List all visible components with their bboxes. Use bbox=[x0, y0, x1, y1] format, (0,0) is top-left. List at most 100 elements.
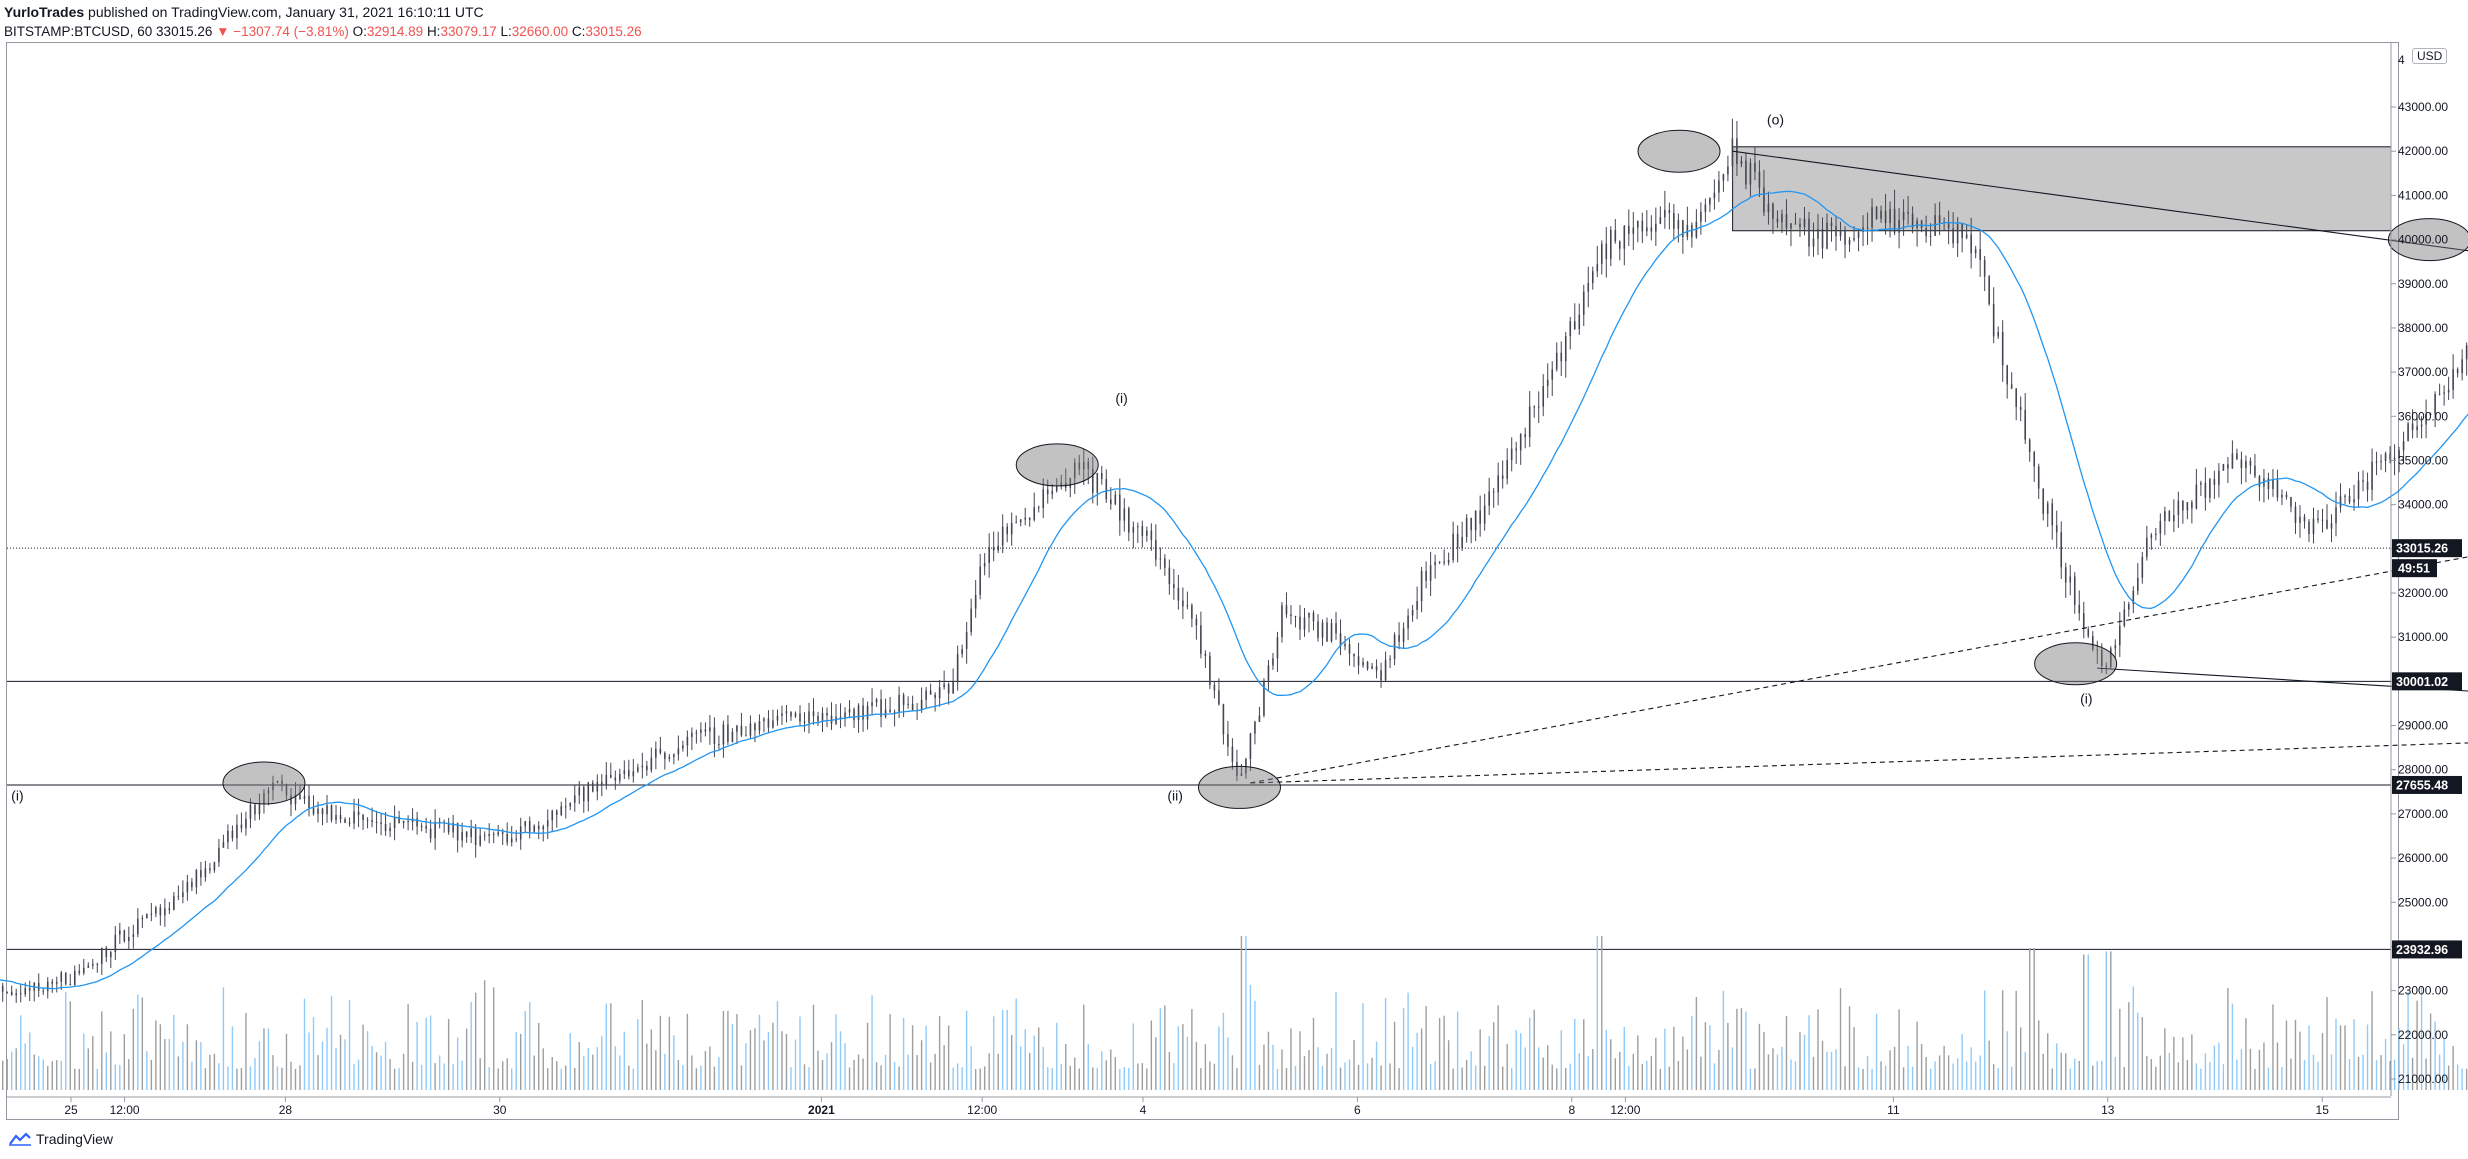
volume-bar bbox=[1461, 1067, 1463, 1090]
volume-bar bbox=[686, 1013, 689, 1090]
volume-bar bbox=[321, 1041, 324, 1090]
y-tick-label: 34000.00 bbox=[2398, 498, 2448, 512]
candle-body bbox=[1718, 180, 1720, 193]
volume-bar bbox=[2006, 1031, 2008, 1090]
candle-body bbox=[1456, 533, 1459, 548]
candle-body bbox=[754, 723, 756, 731]
volume-bar bbox=[677, 1059, 680, 1090]
tradingview-footer[interactable]: TradingView bbox=[8, 1131, 113, 1147]
candle-body bbox=[1596, 264, 1599, 272]
volume-bar bbox=[1384, 998, 1387, 1090]
volume-bar bbox=[294, 1068, 297, 1090]
candle-body bbox=[1866, 227, 1869, 229]
candle-body bbox=[641, 765, 644, 768]
volume-bar bbox=[2380, 1055, 2382, 1090]
candle-body bbox=[299, 794, 301, 800]
volume-bar bbox=[1456, 1011, 1459, 1090]
candle-body bbox=[2335, 507, 2337, 524]
volume-bar bbox=[2236, 1059, 2238, 1090]
volume-bar bbox=[1565, 1067, 1567, 1090]
volume-bar bbox=[1749, 1068, 1752, 1090]
candle-body bbox=[380, 822, 382, 825]
candle-body bbox=[1299, 616, 1301, 630]
author-name[interactable]: YurloTrades bbox=[4, 4, 85, 20]
candle-body bbox=[582, 787, 585, 802]
volume-bar bbox=[375, 1052, 378, 1090]
volume-bar bbox=[1438, 1018, 1441, 1090]
candle-body bbox=[15, 993, 18, 996]
volume-bar bbox=[1294, 1065, 1297, 1090]
candle-body bbox=[2326, 519, 2328, 529]
volume-bar bbox=[1380, 1065, 1382, 1090]
volume-bar bbox=[781, 1031, 783, 1090]
candle-body bbox=[821, 712, 824, 722]
candle-body bbox=[659, 748, 662, 753]
candle-body bbox=[591, 782, 594, 792]
volume-bar bbox=[168, 1038, 171, 1090]
volume-bar bbox=[853, 1059, 855, 1090]
candle-body bbox=[1758, 171, 1761, 188]
candle-body bbox=[655, 748, 657, 758]
candle-body bbox=[587, 782, 590, 802]
candle-body bbox=[763, 718, 765, 722]
candle-body bbox=[1362, 662, 1364, 666]
volume-bar bbox=[1353, 1039, 1355, 1090]
candle-body bbox=[1254, 721, 1256, 734]
volume-bar bbox=[87, 1048, 89, 1090]
volume-bar bbox=[2204, 1053, 2207, 1090]
candle-body bbox=[249, 804, 252, 819]
candle-body bbox=[1871, 207, 1873, 228]
volume-bar bbox=[137, 994, 139, 1090]
volume-bar bbox=[880, 1065, 882, 1090]
volume-bar bbox=[2389, 1060, 2391, 1090]
candle-body bbox=[1123, 508, 1126, 521]
candle-body bbox=[2240, 459, 2243, 468]
candle-body bbox=[1992, 304, 1995, 337]
candle-body bbox=[992, 547, 995, 551]
candle-body bbox=[1272, 658, 1274, 666]
chart-frame[interactable] bbox=[6, 42, 2399, 1120]
candle-body bbox=[1222, 704, 1225, 735]
volume-bar bbox=[308, 1032, 310, 1090]
volume-bar bbox=[2033, 948, 2035, 1090]
highlight-ellipse bbox=[222, 761, 306, 805]
candle-body bbox=[353, 811, 355, 824]
volume-bar bbox=[2384, 1038, 2387, 1090]
volume-bar bbox=[511, 1068, 513, 1090]
volume-bar bbox=[1159, 1008, 1162, 1090]
candle-body bbox=[1398, 634, 1400, 642]
volume-bar bbox=[1790, 1059, 1792, 1090]
volume-bar bbox=[2101, 1060, 2103, 1090]
volume-bar bbox=[461, 1060, 463, 1090]
volume-bar bbox=[182, 1041, 184, 1090]
candle-body bbox=[1997, 332, 1999, 337]
volume-bar bbox=[826, 1053, 828, 1090]
volume-bar bbox=[817, 1050, 819, 1090]
volume-bar bbox=[1704, 1022, 1707, 1090]
candle-body bbox=[853, 709, 855, 721]
volume-bar bbox=[1835, 1049, 1837, 1090]
volume-bar bbox=[691, 1055, 693, 1090]
candle-body bbox=[375, 822, 378, 824]
volume-bar bbox=[587, 1048, 589, 1090]
candle-body bbox=[2411, 423, 2414, 431]
volume-bar bbox=[1501, 1066, 1504, 1090]
candle-body bbox=[128, 937, 130, 942]
candle-body bbox=[1091, 468, 1094, 493]
candle-body bbox=[1353, 653, 1355, 657]
volume-bar bbox=[204, 1068, 207, 1090]
candle-body bbox=[1384, 659, 1387, 681]
volume-bar bbox=[1803, 1034, 1806, 1090]
volume-bar bbox=[1348, 1059, 1351, 1090]
candle-body bbox=[1722, 174, 1725, 181]
volume-bar bbox=[1529, 1017, 1531, 1090]
currency-badge[interactable]: USD bbox=[2412, 48, 2448, 64]
candle-body bbox=[312, 808, 315, 814]
volume-bar bbox=[1637, 1035, 1639, 1090]
volume-bar bbox=[2308, 1025, 2310, 1090]
volume-bar bbox=[56, 1060, 58, 1090]
candle-body bbox=[371, 820, 373, 823]
candle-body bbox=[524, 821, 527, 827]
candle-body bbox=[745, 735, 747, 737]
